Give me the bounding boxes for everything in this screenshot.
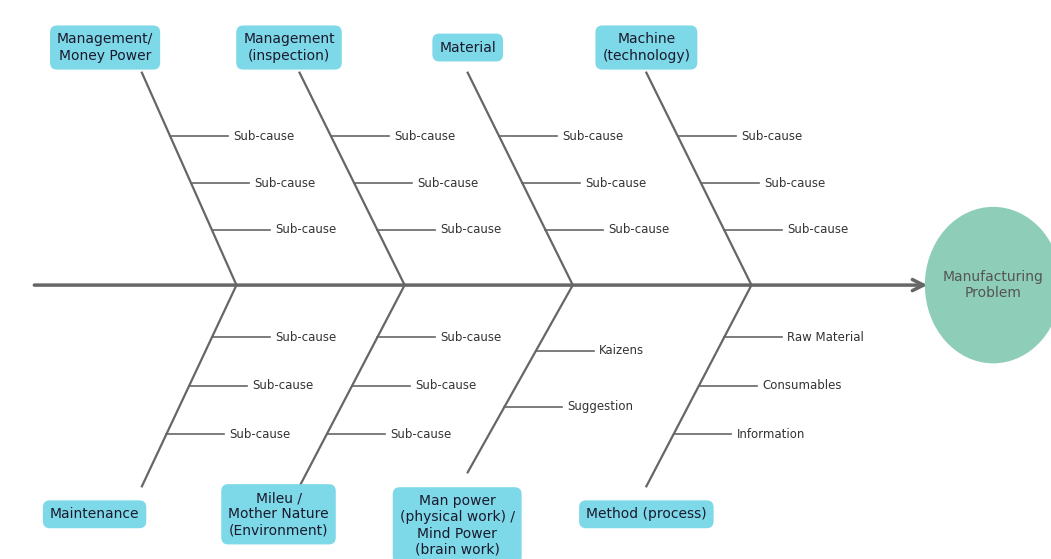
Text: Management/
Money Power: Management/ Money Power [57,32,153,63]
Text: Maintenance: Maintenance [49,507,140,522]
Text: Management
(inspection): Management (inspection) [243,32,335,63]
Text: Manufacturing
Problem: Manufacturing Problem [943,270,1044,300]
Text: Man power
(physical work) /
Mind Power
(brain work): Man power (physical work) / Mind Power (… [399,494,515,557]
Text: Sub-cause: Sub-cause [741,130,802,143]
Text: Raw Material: Raw Material [787,331,864,344]
Ellipse shape [925,207,1051,363]
Text: Sub-cause: Sub-cause [252,379,313,392]
Text: Sub-cause: Sub-cause [254,177,315,190]
Text: Sub-cause: Sub-cause [440,224,501,236]
Text: Sub-cause: Sub-cause [440,331,501,344]
Text: Suggestion: Suggestion [568,400,634,413]
Text: Sub-cause: Sub-cause [390,428,451,440]
Text: Kaizens: Kaizens [599,344,644,357]
Text: Sub-cause: Sub-cause [764,177,825,190]
Text: Sub-cause: Sub-cause [275,224,336,236]
Text: Sub-cause: Sub-cause [229,428,291,440]
Text: Sub-cause: Sub-cause [394,130,455,143]
Text: Information: Information [737,428,805,440]
Text: Machine
(technology): Machine (technology) [602,32,691,63]
Text: Consumables: Consumables [762,379,842,392]
Text: Sub-cause: Sub-cause [562,130,623,143]
Text: Sub-cause: Sub-cause [233,130,294,143]
Text: Sub-cause: Sub-cause [787,224,848,236]
Text: Sub-cause: Sub-cause [609,224,669,236]
Text: Sub-cause: Sub-cause [417,177,478,190]
Text: Method (process): Method (process) [586,507,706,522]
Text: Sub-cause: Sub-cause [275,331,336,344]
Text: Sub-cause: Sub-cause [415,379,476,392]
Text: Sub-cause: Sub-cause [585,177,646,190]
Text: Material: Material [439,40,496,55]
Text: Mileu /
Mother Nature
(Environment): Mileu / Mother Nature (Environment) [228,491,329,538]
